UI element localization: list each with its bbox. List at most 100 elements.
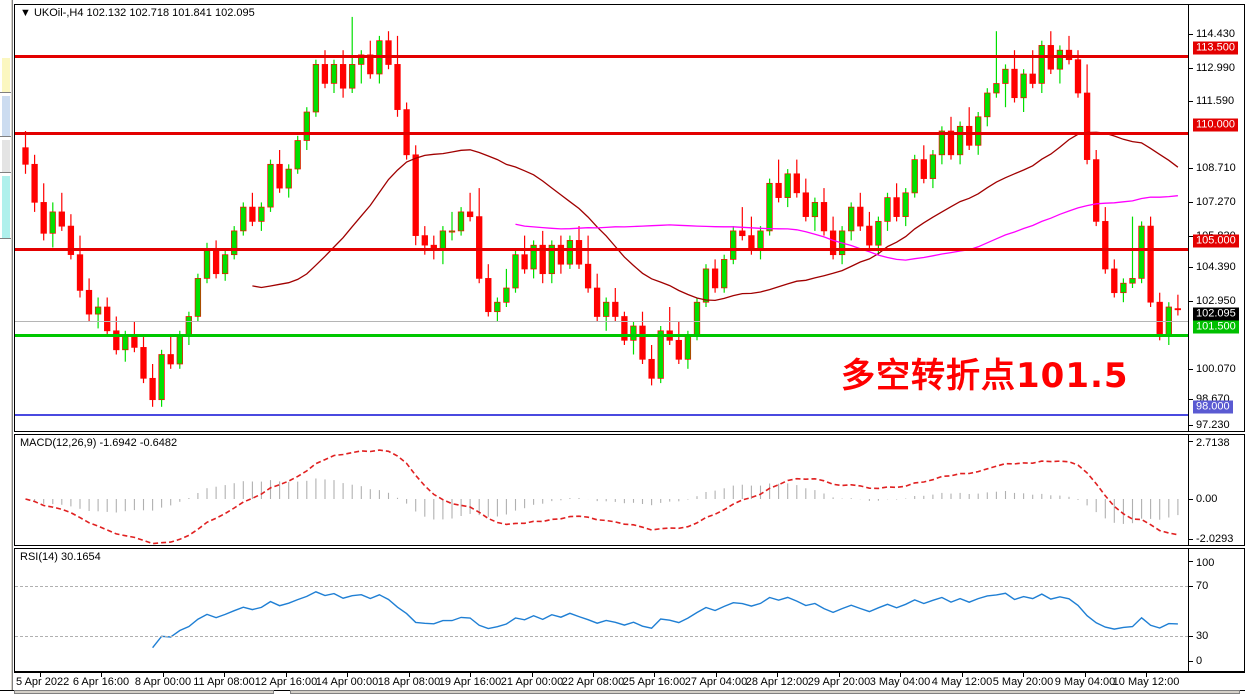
time-tick	[1023, 673, 1024, 677]
price-plot[interactable]: 多空转折点101.5	[15, 5, 1188, 431]
time-axis-label: 18 Apr 08:00	[377, 676, 441, 688]
price-tick	[1189, 101, 1193, 102]
macd-tick	[1189, 499, 1193, 500]
time-axis-label: 3 May 04:00	[869, 676, 931, 688]
strip-seg-gray	[2, 140, 10, 172]
time-tick	[1085, 673, 1086, 677]
rsi-tick	[1189, 561, 1193, 562]
level-line-105-000[interactable]	[15, 248, 1188, 251]
chart-area: ▼ UKOil-,H4 102.132 102.718 101.841 102.…	[14, 0, 1245, 694]
time-tick	[470, 673, 471, 677]
time-axis-label: 25 Apr 16:00	[622, 676, 686, 688]
strip-rule-3	[0, 172, 14, 173]
rsi-plot[interactable]	[15, 549, 1188, 671]
strip-rule-1	[0, 92, 14, 93]
current-price-line	[15, 321, 1188, 322]
time-axis-label: 5 Apr 2022	[16, 676, 70, 688]
time-tick	[347, 673, 348, 677]
bottom-tab-right[interactable]	[290, 690, 1240, 694]
macd-axis-label-min: -2.0293	[1196, 533, 1234, 545]
time-axis-label: 10 May 12:00	[1112, 676, 1180, 688]
macd-pane[interactable]: MACD(12,26,9) -1.6942 -0.6482 2.7138 0.0…	[14, 434, 1245, 546]
level-line-113-500[interactable]	[15, 55, 1188, 58]
time-tick	[777, 673, 778, 677]
rsi-series	[152, 591, 1178, 649]
price-axis-label-105-000: 105.000	[1193, 234, 1239, 248]
price-axis[interactable]: 114.430 113.500 112.990 111.590 110.000 …	[1188, 5, 1244, 431]
strip-seg-yellow	[2, 58, 10, 92]
price-tick	[1189, 369, 1193, 370]
left-panel-strip	[0, 0, 14, 694]
current-price-label: 102.095	[1193, 307, 1239, 321]
price-axis-label-97-230: 97.230	[1196, 419, 1230, 431]
symbol-header: ▼ UKOil-,H4 102.132 102.718 101.841 102.…	[20, 7, 255, 19]
rsi-level-70	[15, 586, 1188, 587]
time-axis-label: 28 Apr 12:00	[745, 676, 809, 688]
price-tick	[1189, 399, 1193, 400]
time-axis-label: 9 May 04:00	[1054, 676, 1116, 688]
price-axis-label-98-000: 98.000	[1193, 400, 1233, 414]
rsi-axis-label-0: 0	[1196, 655, 1203, 667]
macd-series	[25, 449, 1179, 545]
time-tick	[962, 673, 963, 677]
level-line-110-000[interactable]	[15, 132, 1188, 135]
rsi-axis-label-70: 70	[1196, 580, 1209, 592]
time-tick	[900, 673, 901, 677]
time-tick	[593, 673, 594, 677]
time-axis-label: 6 Apr 16:00	[72, 676, 130, 688]
rsi-axis[interactable]: 100 70 30 0	[1188, 549, 1244, 671]
time-tick	[654, 673, 655, 677]
time-axis-label: 27 Apr 04:00	[684, 676, 748, 688]
time-axis-label: 29 Apr 20:00	[807, 676, 871, 688]
time-tick	[532, 673, 533, 677]
price-tick	[1189, 267, 1193, 268]
time-tick	[1146, 673, 1147, 677]
rsi-tick	[1189, 586, 1193, 587]
rsi-tick	[1189, 636, 1193, 637]
rsi-label: RSI(14) 30.1654	[20, 551, 101, 563]
macd-axis-label-zero: 0.00	[1196, 493, 1218, 505]
strip-rule-2	[0, 136, 14, 137]
rsi-axis-label-100: 100	[1196, 557, 1215, 569]
price-axis-label-110-000: 110.000	[1193, 118, 1238, 132]
price-tick	[1189, 34, 1193, 35]
level-line-101-500[interactable]	[15, 334, 1188, 337]
strip-rule-4	[0, 238, 14, 239]
price-axis-label-101-500: 101.500	[1193, 320, 1239, 334]
price-tick	[1189, 68, 1193, 69]
window-left-border	[11, 0, 14, 694]
time-tick	[286, 673, 287, 677]
strip-seg-blue	[2, 96, 10, 136]
time-axis-label: 8 Apr 00:00	[134, 676, 192, 688]
candlestick-series	[22, 16, 1181, 407]
macd-label: MACD(12,26,9) -1.6942 -0.6482	[20, 437, 178, 449]
time-axis-label: 11 Apr 08:00	[193, 676, 255, 688]
bottom-tab-left[interactable]	[14, 690, 274, 694]
time-tick	[716, 673, 717, 677]
price-pane[interactable]: ▼ UKOil-,H4 102.132 102.718 101.841 102.…	[14, 4, 1245, 432]
price-tick	[1189, 425, 1193, 426]
time-axis-label: 19 Apr 16:00	[438, 676, 502, 688]
time-axis-label: 22 Apr 08:00	[561, 676, 625, 688]
price-axis-label-112-990: 112.990	[1196, 62, 1235, 74]
macd-axis-label-max: 2.7138	[1196, 437, 1230, 449]
macd-tick	[1189, 539, 1193, 540]
macd-plot[interactable]	[15, 435, 1188, 545]
price-axis-label-107-270: 107.270	[1196, 196, 1236, 208]
price-axis-label-113-500: 113.500	[1193, 41, 1238, 55]
price-axis-label-104-390: 104.390	[1196, 261, 1236, 273]
rsi-level-30	[15, 636, 1188, 637]
level-line-98-000[interactable]	[15, 414, 1188, 416]
time-axis-label: 21 Apr 00:00	[500, 676, 564, 688]
time-tick	[101, 673, 102, 677]
macd-tick	[1189, 441, 1193, 442]
price-axis-label-114-430: 114.430	[1196, 28, 1235, 40]
time-axis[interactable]: 5 Apr 2022 6 Apr 16:00 8 Apr 00:00 11 Apr 0…	[14, 672, 1245, 691]
time-tick	[839, 673, 840, 677]
price-tick	[1189, 236, 1193, 237]
rsi-pane[interactable]: RSI(14) 30.1654 100 70 30 0	[14, 548, 1245, 672]
price-tick	[1189, 301, 1193, 302]
macd-axis[interactable]: 2.7138 0.00 -2.0293	[1188, 435, 1244, 545]
price-axis-label-102-950: 102.950	[1196, 295, 1236, 307]
